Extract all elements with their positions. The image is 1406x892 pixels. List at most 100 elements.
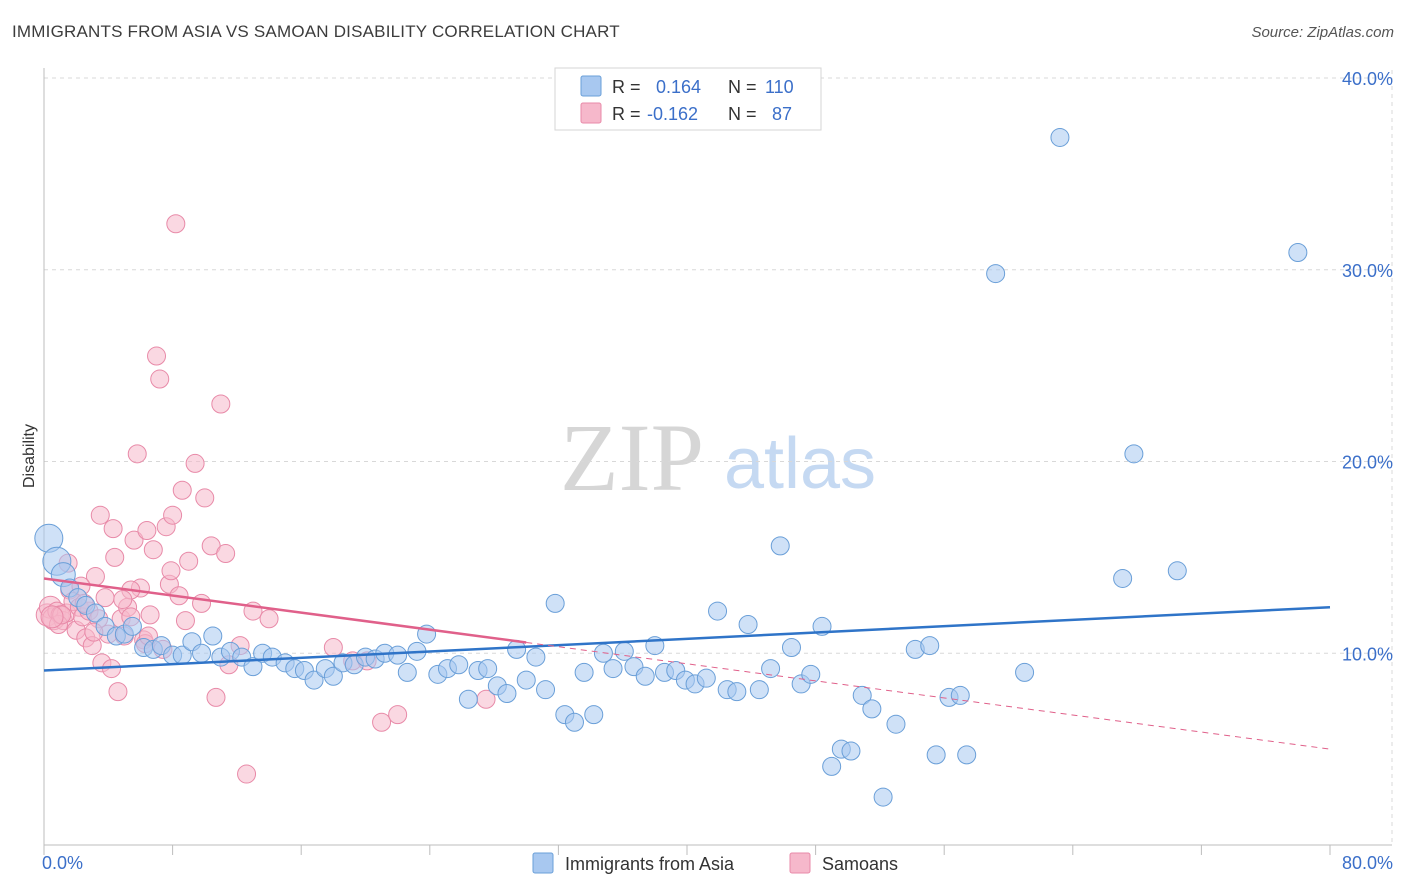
data-point	[749, 680, 769, 700]
trend-line-immigrants	[43, 605, 1331, 672]
data-point	[179, 551, 199, 571]
data-point	[323, 666, 343, 686]
data-point	[1167, 561, 1187, 581]
data-point	[85, 603, 105, 623]
watermark-atlas: atlas	[724, 424, 876, 504]
legend-swatch-pink	[580, 102, 602, 124]
data-point	[40, 605, 64, 629]
data-point	[195, 488, 215, 508]
data-point	[372, 712, 392, 732]
data-point	[147, 346, 167, 366]
data-point	[727, 682, 747, 702]
trend-line-samoans	[43, 577, 527, 644]
x-tick-labels: 0.0% 80.0%	[42, 853, 1393, 873]
data-point	[124, 530, 144, 550]
x-tick-label: 0.0%	[42, 853, 83, 873]
data-point	[1124, 444, 1144, 464]
data-point	[143, 540, 163, 560]
data-point	[127, 444, 147, 464]
data-point	[105, 547, 125, 567]
data-point	[564, 712, 584, 732]
trend-lines	[43, 577, 1331, 750]
data-point	[545, 593, 565, 613]
data-point	[584, 705, 604, 725]
data-point	[781, 637, 801, 657]
data-point	[388, 645, 408, 665]
data-point	[738, 614, 758, 634]
data-point	[259, 609, 279, 629]
y-axis-label: Disability	[21, 424, 38, 488]
legend-n-label: N =	[728, 77, 757, 97]
data-point	[478, 659, 498, 679]
data-point	[323, 637, 343, 657]
legend-swatch-samoans	[789, 852, 811, 874]
data-point	[986, 264, 1006, 284]
y-tick-label: 10.0%	[1342, 644, 1393, 664]
data-point	[397, 662, 417, 682]
data-point	[801, 664, 821, 684]
data-point	[603, 659, 623, 679]
data-point	[185, 453, 205, 473]
data-point	[1015, 662, 1035, 682]
data-point	[113, 590, 133, 610]
data-point	[526, 647, 546, 667]
legend-r-label: R =	[612, 104, 641, 124]
data-point	[841, 741, 861, 761]
data-point	[388, 705, 408, 725]
data-point	[95, 588, 115, 608]
data-point	[304, 670, 324, 690]
y-tick-label: 20.0%	[1342, 453, 1393, 473]
data-point	[708, 601, 728, 621]
data-point	[90, 505, 110, 525]
legend-n-label: N =	[728, 104, 757, 124]
data-point	[192, 593, 212, 613]
data-point	[216, 544, 236, 564]
data-point	[497, 684, 517, 704]
samoans-series	[35, 214, 496, 784]
legend-swatch-immigrants	[532, 852, 554, 874]
data-point	[761, 659, 781, 679]
data-point	[957, 745, 977, 765]
watermark-zip: ZIP	[560, 404, 704, 511]
bottom-legend: Immigrants from Asia Samoans	[532, 852, 898, 874]
y-tick-label: 40.0%	[1342, 69, 1393, 89]
legend-swatch-blue	[580, 75, 602, 97]
data-point	[696, 668, 716, 688]
y-tick-label: 30.0%	[1342, 261, 1393, 281]
axes	[43, 68, 1392, 855]
data-point	[108, 682, 128, 702]
data-point	[1113, 568, 1133, 588]
data-point	[150, 369, 170, 389]
grid-lines	[44, 70, 1393, 845]
y-tick-labels: 10.0% 20.0% 30.0% 40.0%	[1342, 69, 1393, 664]
legend-n-value: 87	[772, 104, 792, 124]
data-point	[122, 616, 142, 636]
data-point	[103, 519, 123, 539]
legend-r-value: -0.162	[647, 104, 698, 124]
data-point	[886, 714, 906, 734]
data-point	[140, 605, 160, 625]
data-point	[926, 745, 946, 765]
top-legend: R = 0.164 N = 110 R = -0.162 N = 87	[554, 67, 822, 131]
data-point	[614, 641, 634, 661]
data-point	[211, 394, 231, 414]
data-point	[635, 666, 655, 686]
source-label: Source: ZipAtlas.com	[1251, 24, 1394, 41]
data-point	[172, 480, 192, 500]
data-point	[536, 680, 556, 700]
data-point	[458, 689, 478, 709]
data-point	[516, 670, 536, 690]
data-point	[852, 685, 872, 705]
data-point	[873, 787, 893, 807]
legend-label-samoans: Samoans	[822, 854, 898, 874]
data-point	[163, 505, 183, 525]
data-point	[203, 626, 223, 646]
data-point	[243, 657, 263, 677]
data-point	[161, 561, 181, 581]
data-point	[770, 536, 790, 556]
data-point	[237, 764, 257, 784]
data-point	[192, 643, 212, 663]
legend-n-value: 110	[765, 77, 794, 97]
data-point	[449, 655, 469, 675]
